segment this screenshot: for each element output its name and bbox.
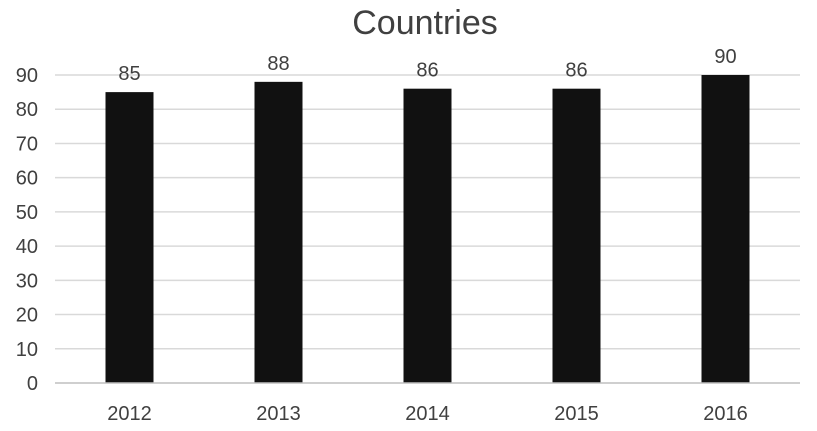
x-tick-label-2012: 2012 xyxy=(107,403,152,425)
bar-2014 xyxy=(403,88,452,383)
y-tick-label: 50 xyxy=(16,202,38,224)
bar-2015 xyxy=(552,88,601,383)
data-label-2013: 88 xyxy=(267,53,289,75)
y-axis-tick-labels: 0 10 20 30 40 50 60 70 80 90 xyxy=(16,65,38,395)
y-tick-label: 70 xyxy=(16,133,38,155)
x-tick-label-2013: 2013 xyxy=(256,403,301,425)
x-tick-label-2016: 2016 xyxy=(703,403,748,425)
data-label-2015: 86 xyxy=(565,60,587,82)
y-tick-label: 40 xyxy=(16,236,38,258)
y-tick-label: 60 xyxy=(16,168,38,190)
data-label-2016: 90 xyxy=(714,46,736,68)
y-tick-label: 10 xyxy=(16,339,38,361)
data-label-2014: 86 xyxy=(416,60,438,82)
y-tick-label: 90 xyxy=(16,65,38,87)
data-labels: 85 88 86 86 90 xyxy=(118,46,736,85)
x-axis-tick-labels: 2012 2013 2014 2015 2016 xyxy=(107,403,748,425)
x-tick-label-2015: 2015 xyxy=(554,403,599,425)
data-label-2012: 85 xyxy=(118,63,140,85)
bars xyxy=(105,75,750,383)
bar-2013 xyxy=(254,81,303,383)
y-tick-label: 0 xyxy=(27,373,38,395)
chart-title: Countries xyxy=(352,4,498,42)
bar-2012 xyxy=(105,92,154,383)
x-tick-label-2014: 2014 xyxy=(405,403,450,425)
y-tick-label: 20 xyxy=(16,305,38,327)
y-tick-label: 80 xyxy=(16,99,38,121)
bar-2016 xyxy=(701,75,750,383)
y-tick-label: 30 xyxy=(16,270,38,292)
